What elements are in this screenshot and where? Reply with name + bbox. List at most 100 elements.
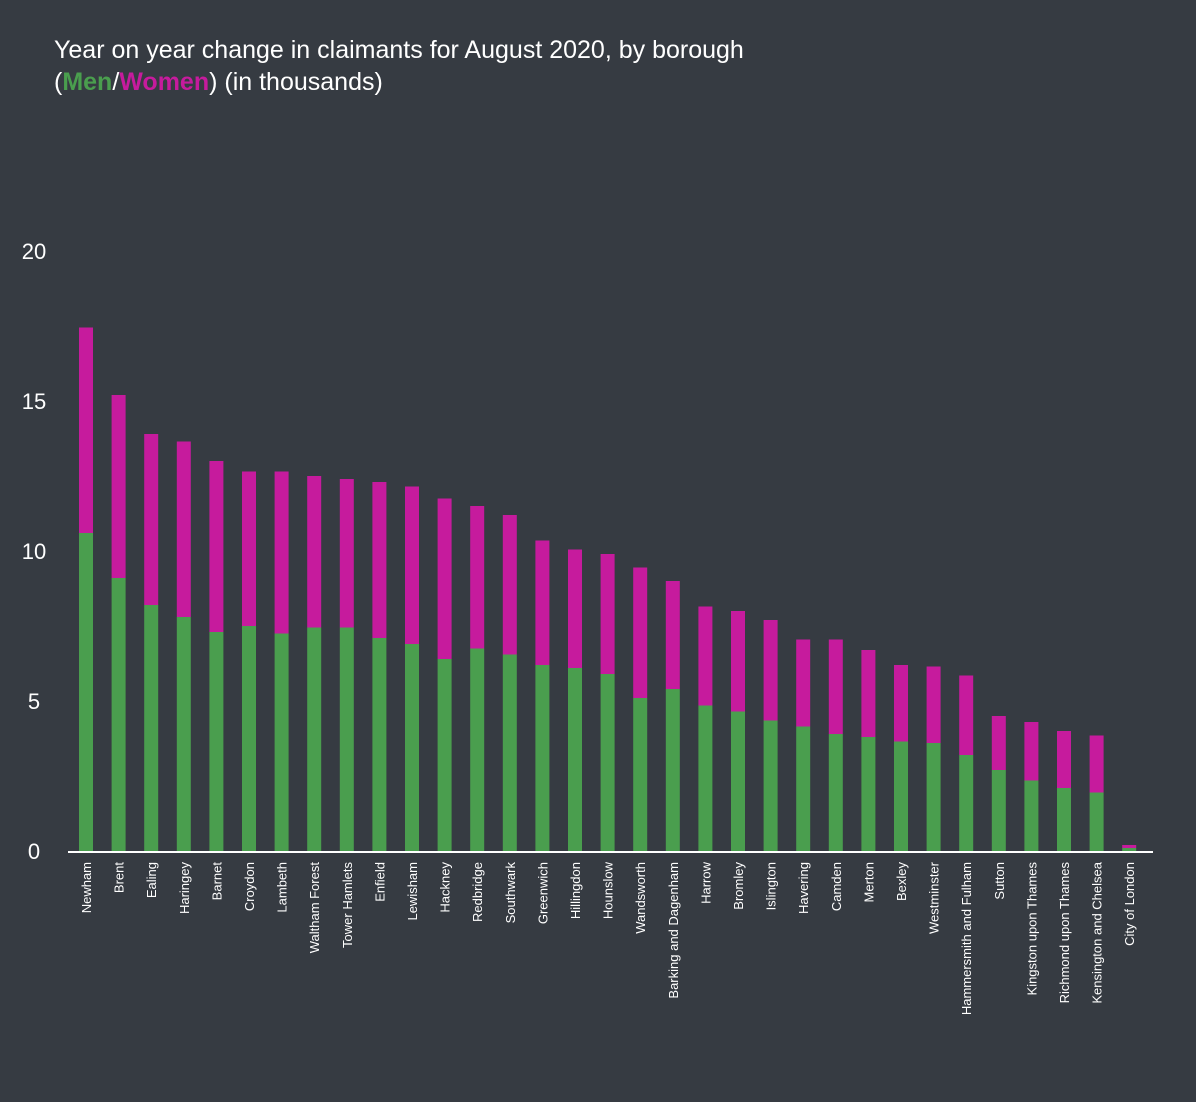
x-tick-label: Redbridge xyxy=(470,862,485,922)
bar-men xyxy=(763,720,778,851)
bar-men xyxy=(731,711,745,851)
bar-men xyxy=(861,737,876,851)
bar-women xyxy=(176,441,191,617)
bar-men xyxy=(176,617,191,851)
x-tick-label: Westminster xyxy=(927,861,942,934)
x-tick-label: Bexley xyxy=(894,862,909,902)
legend-men: Men xyxy=(62,68,113,96)
x-tick-label: Kingston upon Thames xyxy=(1024,862,1039,996)
bar-men xyxy=(209,632,224,851)
bar-women xyxy=(633,567,648,698)
x-tick-label: Enfield xyxy=(372,862,387,902)
bar-men xyxy=(111,578,126,851)
bar-men xyxy=(242,626,256,851)
bar-women xyxy=(274,471,289,634)
x-tick-label: Merton xyxy=(861,862,876,902)
x-tick-label: Ealing xyxy=(144,862,159,898)
y-axis-ticks: 0 5 10 15 20 xyxy=(22,239,46,864)
x-tick-label: Hillingdon xyxy=(568,862,583,919)
bar-women xyxy=(209,461,224,632)
x-tick-label: Hounslow xyxy=(601,861,616,919)
bar-men xyxy=(372,638,387,851)
y-tick-label: 15 xyxy=(22,389,46,414)
chart-subtitle: (Men/Women) (in thousands) xyxy=(54,66,744,98)
y-tick-label: 5 xyxy=(28,689,40,714)
x-tick-label: Hammersmith and Fulham xyxy=(959,862,974,1015)
x-tick-label: Kensington and Chelsea xyxy=(1090,861,1105,1003)
bar-women xyxy=(307,476,322,628)
bar-men xyxy=(698,705,713,851)
bar-men xyxy=(1057,788,1071,851)
bar-men xyxy=(470,648,485,851)
subtitle-sep: / xyxy=(112,68,120,96)
bar-men xyxy=(568,668,582,851)
bar-women xyxy=(991,716,1006,770)
x-tick-label: Newham xyxy=(79,862,94,913)
bar-men xyxy=(1024,780,1039,851)
bar-women xyxy=(1122,845,1137,848)
y-tick-label: 20 xyxy=(22,239,46,264)
x-tick-label: Lambeth xyxy=(275,862,290,913)
bar-women xyxy=(796,639,811,727)
x-tick-label: Barking and Dagenham xyxy=(666,862,681,999)
bar-men xyxy=(307,627,322,851)
bar-men xyxy=(339,627,354,851)
x-tick-label: Southwark xyxy=(503,862,518,924)
bar-women xyxy=(111,395,126,578)
bar-women xyxy=(502,515,517,655)
bar-men xyxy=(600,674,615,851)
bar-women xyxy=(437,498,452,659)
bar-women xyxy=(1024,722,1039,781)
bar-men xyxy=(926,743,941,851)
x-tick-label: Lewisham xyxy=(405,862,420,921)
bar-women xyxy=(894,665,908,742)
x-tick-label: Richmond upon Thames xyxy=(1057,862,1072,1004)
bar-men xyxy=(437,659,452,851)
bar-women xyxy=(959,675,974,755)
bar-women xyxy=(665,581,680,689)
y-tick-label: 0 xyxy=(28,839,40,864)
bars xyxy=(79,327,1137,851)
bar-men xyxy=(894,741,908,851)
x-tick-label: Greenwich xyxy=(535,862,550,924)
subtitle-open: ( xyxy=(54,68,63,96)
y-tick-label: 10 xyxy=(22,539,46,564)
subtitle-close: ) (in thousands) xyxy=(209,68,383,96)
x-tick-label: Croydon xyxy=(242,862,257,911)
x-tick-label: Islington xyxy=(764,862,779,910)
x-tick-label: Hackney xyxy=(438,862,453,913)
x-tick-label: Harrow xyxy=(698,861,713,904)
bar-men xyxy=(535,665,550,851)
bar-men xyxy=(144,605,159,851)
chart-title: Year on year change in claimants for Aug… xyxy=(54,34,744,98)
bar-women xyxy=(470,506,485,649)
bar-women xyxy=(1057,731,1071,788)
bar-women xyxy=(144,434,159,605)
bar-men xyxy=(633,698,648,851)
bar-men xyxy=(959,755,974,851)
bar-women xyxy=(405,486,419,644)
x-axis-labels: Newham Brent Ealing Haringey Barnet Croydon La… xyxy=(79,861,1137,1015)
bar-women xyxy=(1089,735,1104,793)
legend-women: Women xyxy=(119,68,210,96)
x-tick-label: Camden xyxy=(829,862,844,911)
x-tick-label: Haringey xyxy=(177,862,192,915)
bar-women xyxy=(763,620,778,721)
x-tick-label: Wandsworth xyxy=(633,862,648,934)
x-tick-label: Sutton xyxy=(992,862,1007,900)
x-tick-label: Havering xyxy=(796,862,811,914)
bar-women xyxy=(372,482,387,638)
x-tick-label: Bromley xyxy=(731,862,746,910)
bar-women xyxy=(79,327,93,533)
bar-men xyxy=(274,633,289,851)
bar-women xyxy=(698,606,713,706)
bar-men xyxy=(405,644,419,851)
bar-women xyxy=(600,554,615,674)
x-tick-label: Tower Hamlets xyxy=(340,862,355,948)
bar-men xyxy=(79,533,93,851)
bar-men xyxy=(665,689,680,851)
bar-men xyxy=(1122,848,1137,851)
bar-women xyxy=(731,611,745,712)
bar-men xyxy=(796,726,811,851)
